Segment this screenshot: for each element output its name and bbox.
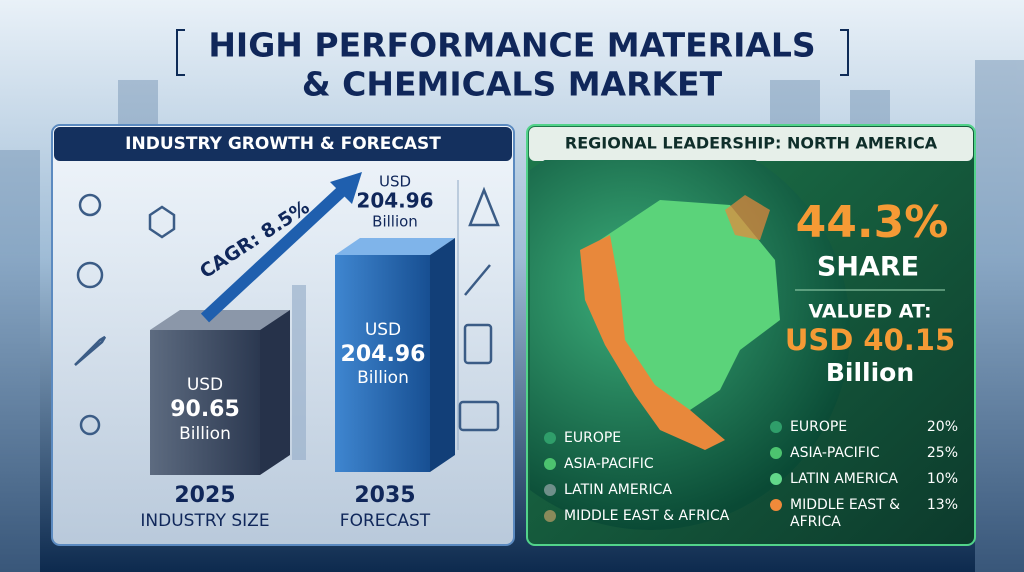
share-name: LATIN AMERICA (790, 471, 898, 487)
globe-group (530, 160, 850, 530)
year: 2025 (174, 483, 235, 508)
bar-label: USD (187, 375, 223, 395)
legend-dot (544, 484, 556, 496)
share-name: ASIA-PACIFIC (790, 445, 880, 461)
caption: INDUSTRY SIZE (140, 511, 269, 531)
legend-label: MIDDLE EAST & AFRICA (564, 508, 730, 524)
share-name: MIDDLE EAST & AFRICA (790, 497, 900, 530)
legend-label: ASIA-PACIFIC (564, 456, 654, 472)
greenland (725, 195, 770, 240)
north-america (600, 200, 780, 410)
share-list: EUROPE 20% ASIA-PACIFIC 25% LATIN AMERICA 10%… (770, 419, 958, 530)
year: 2035 (354, 483, 415, 508)
arrow-head (330, 172, 362, 204)
bar-side (260, 310, 290, 475)
share-dot (770, 421, 782, 433)
bar-top (335, 238, 455, 255)
share-value: 10% (927, 471, 958, 487)
share-dot (770, 447, 782, 459)
highlight-region (580, 235, 725, 450)
bar-label: Billion (179, 424, 231, 444)
share-dot (770, 473, 782, 485)
legend-dot (544, 458, 556, 470)
bar-value: 90.65 (170, 397, 240, 422)
valued-at: VALUED AT: (808, 301, 931, 323)
callout-value: 204.96 (356, 189, 433, 213)
share-value: 44.3% (796, 197, 949, 248)
bar-label: USD (365, 320, 401, 340)
legend-dot (544, 510, 556, 522)
callout-label: Billion (372, 213, 418, 231)
icons (74, 186, 500, 436)
bar-side (430, 238, 455, 472)
bar-label: Billion (357, 368, 409, 388)
growth-arrow (200, 183, 350, 323)
legend: EUROPE ASIA-PACIFIC LATIN AMERICA MIDDLE EA… (544, 430, 730, 524)
share-name: EUROPE (790, 419, 847, 435)
skyline (0, 60, 1024, 572)
title-line: HIGH PERFORMANCE MATERIALS (208, 26, 815, 65)
title-line: & CHEMICALS MARKET (302, 65, 723, 104)
share-value: 13% (927, 497, 958, 513)
caption: FORECAST (340, 511, 431, 531)
share-value: 20% (927, 419, 958, 435)
share-label: SHARE (817, 252, 919, 283)
legend-label: LATIN AMERICA (564, 482, 672, 498)
share-value: 25% (927, 445, 958, 461)
bar-2025 (150, 330, 260, 475)
bar-2035 (335, 255, 430, 472)
panel-heading: REGIONAL LEADERSHIP: NORTH AMERICA (565, 134, 938, 153)
title-brackets (176, 29, 849, 76)
callout-label: USD (379, 173, 411, 191)
panel-header (54, 127, 512, 161)
bar-top (150, 310, 290, 330)
bar-value: 204.96 (341, 342, 426, 367)
share-dot (770, 499, 782, 511)
region-value: USD 40.15 (785, 323, 955, 357)
value-unit: Billion (826, 358, 914, 387)
panel-header (529, 127, 973, 161)
legend-label: EUROPE (564, 430, 621, 446)
legend-dot (544, 432, 556, 444)
panel-heading: INDUSTRY GROWTH & FORECAST (125, 134, 441, 154)
